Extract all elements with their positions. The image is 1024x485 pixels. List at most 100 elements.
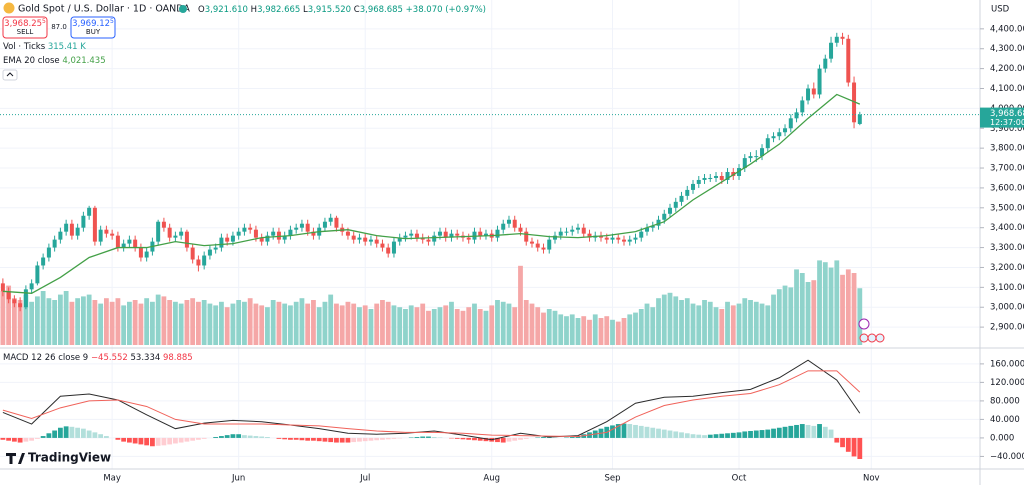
macd-histogram-bar [633, 424, 638, 438]
candle-body [483, 233, 488, 236]
macd-histogram-bar [115, 437, 121, 440]
sell-price-main[interactable]: 3,968.25 [4, 19, 42, 29]
macd-histogram-bar [483, 437, 489, 442]
macd-histogram-bar [788, 425, 794, 438]
candle-body [731, 172, 736, 176]
candle-body [691, 183, 696, 190]
event-marker[interactable] [875, 333, 885, 343]
buy-price-main[interactable]: 3,969.12 [72, 19, 110, 29]
macd-name[interactable]: MACD 12 26 close 9 [3, 353, 88, 363]
buy-pip[interactable]: 5 [110, 18, 114, 25]
macd-histogram-bar [288, 437, 293, 440]
candle-body [179, 231, 184, 236]
macd-histogram-bar [57, 427, 63, 438]
volume-bar [650, 307, 656, 345]
ema-name[interactable]: EMA 20 close [3, 56, 60, 66]
macd-histogram-bar [29, 437, 35, 441]
candle-body [190, 247, 195, 260]
candle-body [662, 213, 667, 220]
candle-body [777, 132, 782, 137]
macd-histogram-bar [385, 437, 391, 440]
candle-body [852, 82, 857, 123]
volume-bar [426, 310, 431, 345]
candle-body [529, 241, 534, 244]
volume-bar [161, 296, 167, 345]
ema-legend[interactable]: EMA 20 close 4,021.435 [3, 56, 106, 66]
volume-bar [546, 309, 552, 345]
x-tick-label: Oct [732, 474, 747, 484]
macd-histogram-bar [155, 437, 161, 446]
macd-histogram-bar [178, 437, 184, 443]
candle-body [322, 221, 327, 228]
volume-bar [230, 303, 236, 345]
candle-body [633, 237, 638, 240]
candle-body [725, 172, 730, 180]
ohlc-letter: O [198, 5, 205, 15]
volume-bar [201, 300, 207, 345]
symbol-title[interactable]: Gold Spot / U.S. Dollar · 1D · OANDA [18, 4, 190, 15]
event-marker[interactable] [858, 318, 870, 330]
candle-body [650, 225, 655, 228]
volume-bar [788, 287, 794, 345]
macd-histogram-bar [161, 437, 167, 446]
candle-body [581, 227, 586, 234]
event-marker[interactable] [859, 333, 869, 343]
sell-pip[interactable]: 5 [42, 18, 46, 25]
sell-label[interactable]: SELL [17, 28, 34, 36]
candle-body [765, 138, 770, 149]
macd-histogram-bar [725, 433, 730, 438]
candle-body [127, 239, 132, 244]
macd-histogram-bar [679, 432, 684, 438]
candle-body [58, 231, 63, 240]
candle-body [478, 231, 483, 236]
macd-histogram-bar [265, 436, 270, 438]
macd-histogram-bar [673, 431, 679, 438]
macd-histogram-bar [6, 437, 12, 441]
last-price-label: 3,968.685 [990, 109, 1024, 119]
macd-histogram-bar [339, 437, 345, 443]
volume-bar [311, 300, 316, 345]
buy-button[interactable] [70, 16, 116, 39]
volume-bar [357, 307, 362, 345]
candle-body [0, 283, 5, 292]
candle-body [811, 88, 816, 95]
volume-legend[interactable]: Vol · Ticks 315.41 K [3, 42, 86, 52]
macd-histogram-bar [811, 425, 817, 438]
volume-bar [242, 301, 247, 345]
ohlc-change: +38.070 (+0.97%) [406, 5, 486, 15]
currency[interactable]: USD [991, 5, 1010, 15]
sell-button[interactable] [2, 16, 48, 39]
volume-bar [644, 303, 650, 345]
volume-bar [213, 305, 219, 345]
brand-name[interactable]: TradingView [28, 451, 111, 465]
volume-bar [443, 305, 449, 345]
macd-histogram-bar [357, 437, 362, 442]
volume-bar [173, 301, 178, 345]
collapse-button[interactable] [2, 69, 18, 81]
macd-histogram-bar [477, 437, 483, 441]
macd-histogram-bar [431, 436, 437, 438]
volume-name[interactable]: Vol · Ticks [3, 42, 46, 52]
symbol-icon[interactable] [3, 2, 15, 14]
countdown: 12:37:00 [990, 118, 1024, 127]
sell-price[interactable]: 3,968.255 [4, 18, 46, 29]
x-tick-label: Jun [231, 474, 245, 484]
volume-bar [437, 307, 443, 345]
volume-bar [6, 285, 12, 345]
candle-body [535, 243, 540, 248]
buy-label[interactable]: BUY [86, 28, 101, 36]
volume-bar [247, 298, 253, 345]
macd-histogram-bar [466, 437, 472, 440]
candle-body [133, 239, 138, 248]
volume-bar [362, 305, 368, 345]
buy-price[interactable]: 3,969.125 [72, 18, 114, 29]
candle-body [570, 229, 575, 232]
macd-legend[interactable]: MACD 12 26 close 9 −45.552 53.334 98.885 [3, 353, 193, 363]
candle-body [248, 227, 253, 230]
macd-histogram-bar [236, 434, 242, 438]
volume-bar [420, 303, 426, 345]
ohlc-legend: O3,921.610 H3,982.665 L3,915.520 C3,968.… [198, 5, 486, 15]
volume-bar [190, 298, 196, 345]
volume-bar [575, 318, 581, 345]
event-marker[interactable] [867, 333, 877, 343]
